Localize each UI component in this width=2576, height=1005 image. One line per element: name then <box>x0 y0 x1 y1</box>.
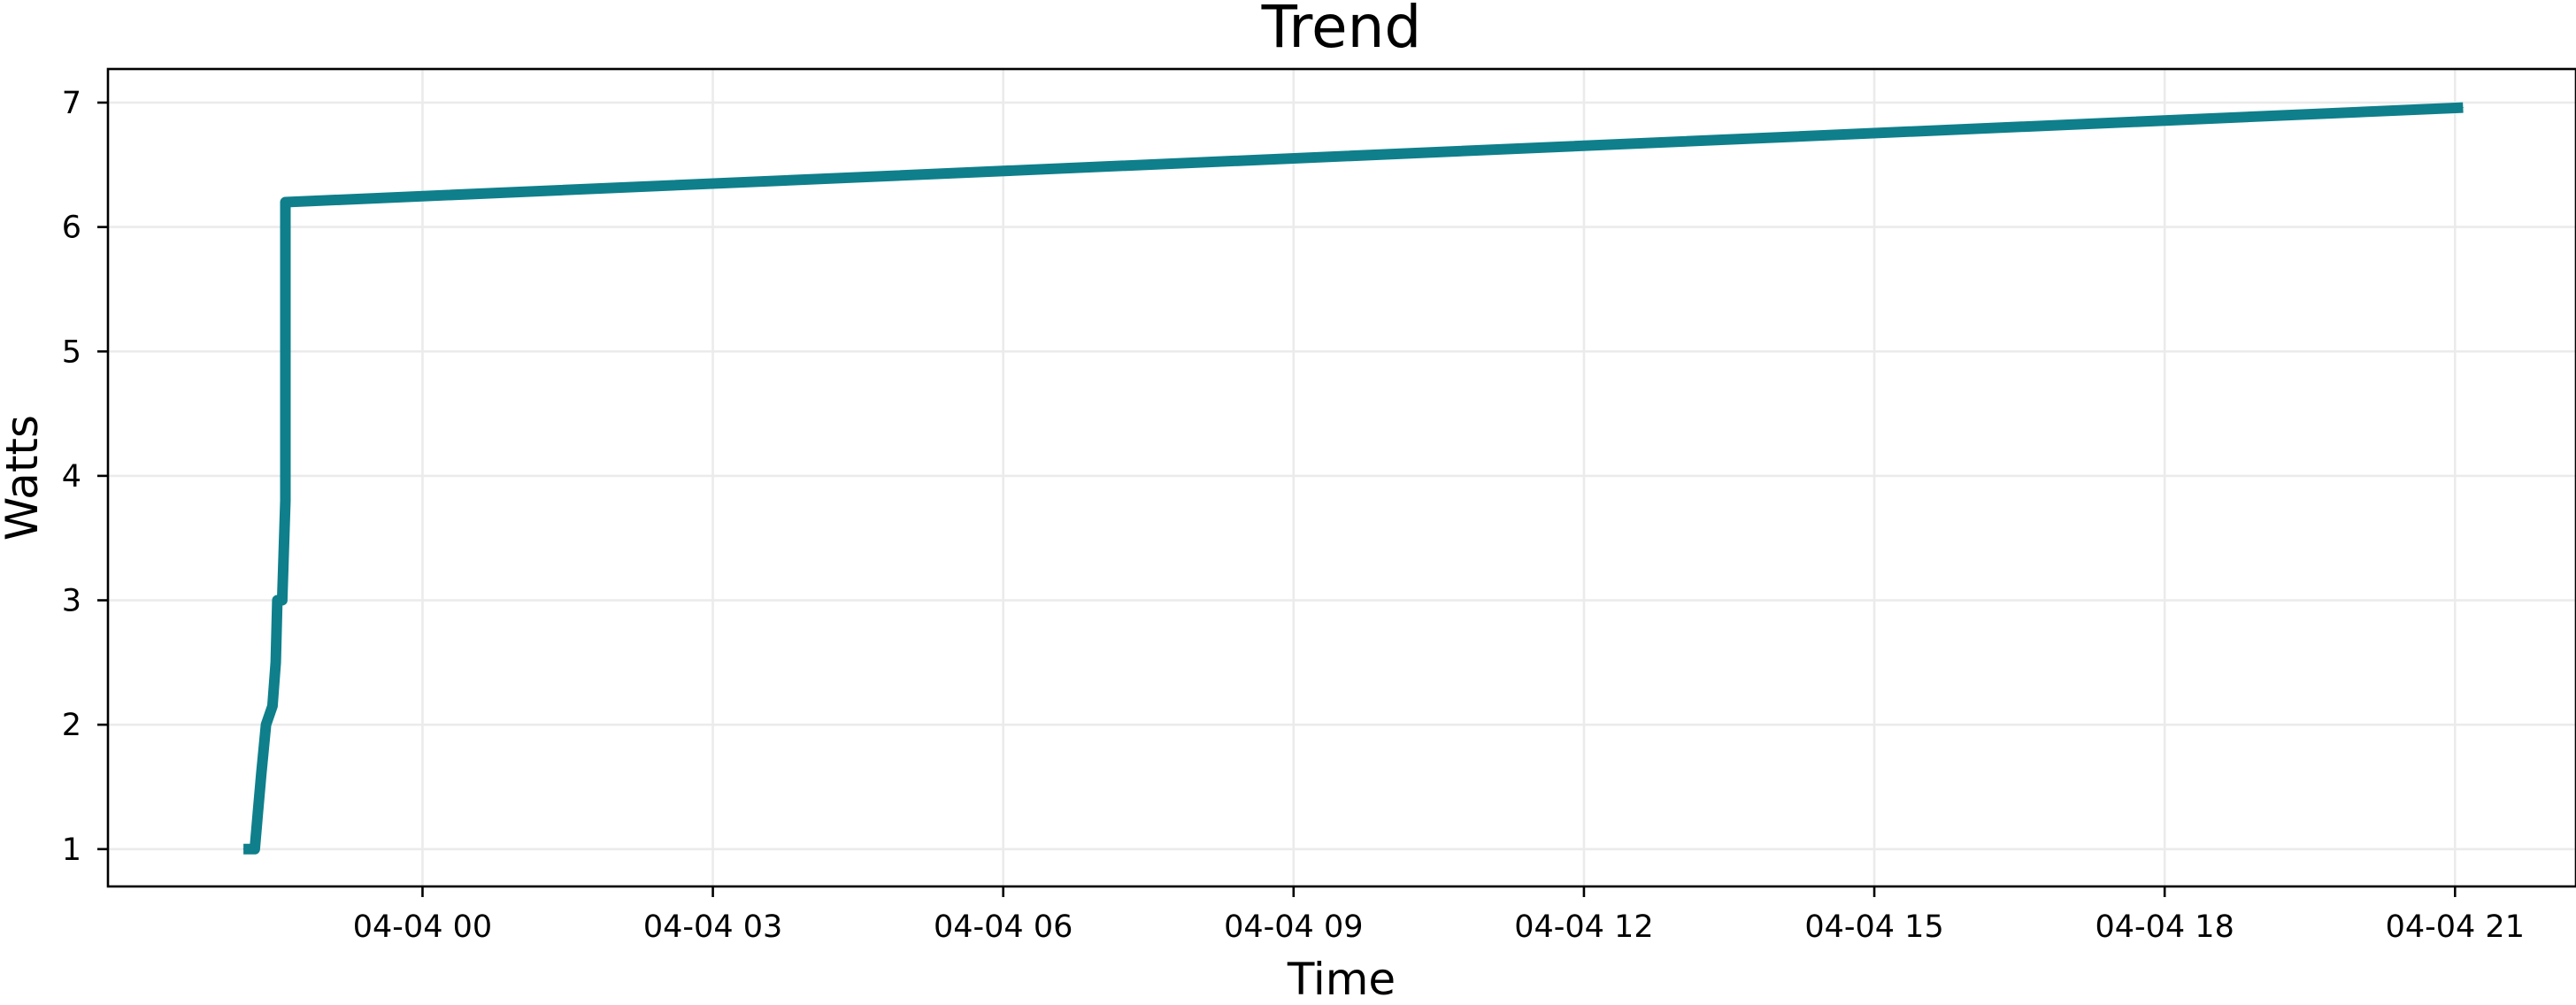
x-tick-label: 04-04 12 <box>1514 909 1653 945</box>
series-layer <box>242 102 2464 855</box>
x-axis: 04-04 00 04-04 03 04-04 06 04-04 09 04-04 12… <box>353 886 2525 945</box>
y-tick-label: 1 <box>62 832 81 868</box>
x-tick-label: 04-04 06 <box>934 909 1073 945</box>
x-tick-label: 04-04 15 <box>1804 909 1943 945</box>
x-tick-label: 04-04 09 <box>1224 909 1363 945</box>
y-axis: 1 2 3 4 5 6 7 <box>62 86 108 868</box>
y-tick-label: 5 <box>62 334 81 370</box>
y-axis-title: Watts <box>0 415 48 541</box>
x-tick-label: 04-04 03 <box>643 909 782 945</box>
x-tick-label: 04-04 18 <box>2095 909 2234 945</box>
data-point <box>242 848 244 850</box>
data-point <box>275 662 277 664</box>
y-tick-label: 6 <box>62 211 81 246</box>
data-point <box>254 848 256 850</box>
y-tick-label: 4 <box>62 459 81 495</box>
y-tick-label: 3 <box>62 584 81 619</box>
data-point <box>272 705 273 707</box>
data-point <box>285 500 287 502</box>
chart-title: Trend <box>1261 0 1422 61</box>
data-point <box>2462 107 2464 109</box>
data-point <box>260 773 262 775</box>
data-point <box>276 600 278 602</box>
data-point <box>285 201 287 203</box>
x-axis-title: Time <box>1287 954 1396 1005</box>
y-tick-label: 2 <box>62 708 81 743</box>
plot-frame <box>106 67 2576 888</box>
data-point <box>281 600 283 602</box>
grid-layer <box>108 69 2576 886</box>
series-line <box>243 102 2464 855</box>
x-tick-label: 04-04 21 <box>2386 909 2525 945</box>
x-tick-label: 04-04 00 <box>353 909 492 945</box>
y-tick-label: 7 <box>62 86 81 121</box>
